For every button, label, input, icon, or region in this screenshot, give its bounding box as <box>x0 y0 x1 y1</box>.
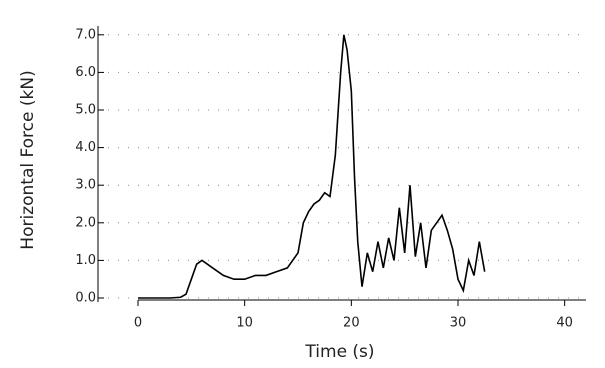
y-axis-title: Horizontal Force (kN) <box>18 70 38 249</box>
data-line <box>138 34 486 299</box>
y-tick-label: 7.0 <box>75 27 96 42</box>
y-tick-label: 2.0 <box>75 215 96 230</box>
x-tick-label: 40 <box>556 316 573 331</box>
y-tick-label: 4.0 <box>75 140 96 155</box>
x-tick-label: 30 <box>450 316 467 331</box>
y-tick-label: 0.0 <box>75 291 96 306</box>
x-tick-label: 10 <box>236 316 253 331</box>
y-tick-label: 1.0 <box>75 253 96 268</box>
x-tick-label: 20 <box>343 316 360 331</box>
x-tick-label: 0 <box>134 316 142 331</box>
y-tick-label: 6.0 <box>75 65 96 80</box>
y-tick-label: 5.0 <box>75 103 96 118</box>
y-tick-label: 3.0 <box>75 178 96 193</box>
x-axis-title: Time (s) <box>304 342 374 362</box>
